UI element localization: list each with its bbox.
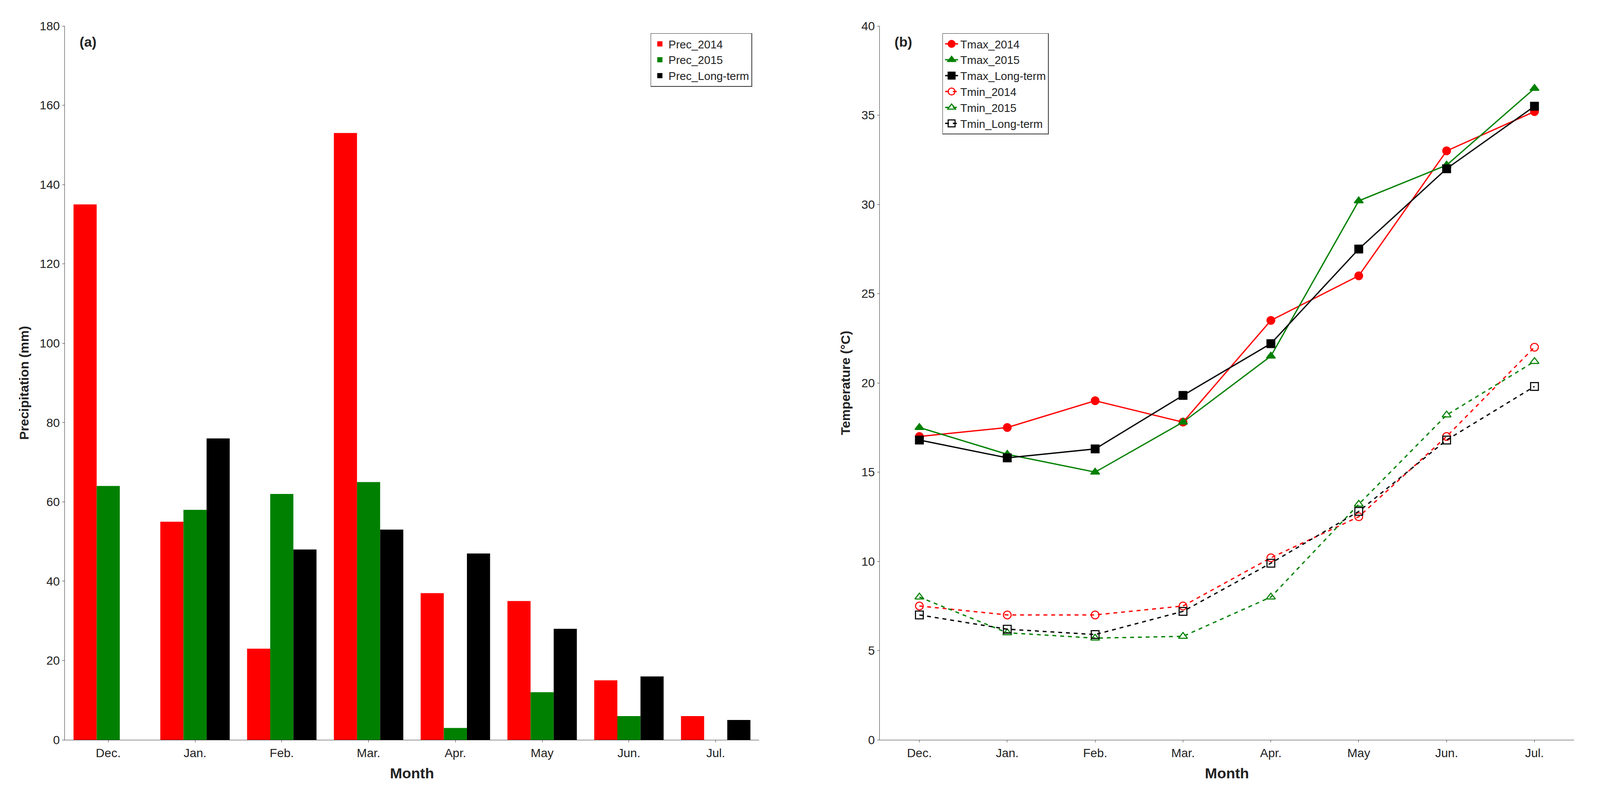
svg-text:80: 80 — [46, 416, 60, 430]
svg-text:(a): (a) — [79, 34, 97, 50]
svg-text:20: 20 — [46, 654, 60, 668]
svg-text:Prec_Long-term: Prec_Long-term — [668, 69, 749, 83]
svg-text:Tmin_2014: Tmin_2014 — [960, 85, 1017, 99]
svg-text:Prec_2015: Prec_2015 — [668, 53, 723, 67]
svg-text:25: 25 — [861, 287, 875, 301]
svg-text:Month: Month — [1204, 765, 1249, 782]
svg-text:0: 0 — [53, 733, 61, 748]
svg-text:35: 35 — [861, 108, 875, 122]
svg-text:Tmax_2015: Tmax_2015 — [960, 53, 1020, 67]
svg-text:0: 0 — [868, 733, 876, 748]
svg-text:Mar.: Mar. — [1171, 746, 1195, 761]
svg-text:Temperature (°C): Temperature (°C) — [838, 330, 853, 435]
svg-text:Jan.: Jan. — [183, 746, 207, 761]
svg-text:Jul.: Jul. — [1525, 746, 1545, 761]
svg-text:100: 100 — [39, 336, 61, 351]
svg-text:15: 15 — [861, 465, 875, 480]
svg-text:Tmin_2015: Tmin_2015 — [960, 101, 1017, 115]
svg-text:5: 5 — [868, 644, 876, 658]
svg-text:30: 30 — [861, 198, 875, 212]
svg-text:Tmax_Long-term: Tmax_Long-term — [960, 69, 1046, 83]
svg-text:Feb.: Feb. — [1082, 746, 1108, 761]
svg-text:40: 40 — [46, 574, 60, 589]
svg-text:20: 20 — [861, 376, 875, 390]
svg-text:May: May — [530, 746, 554, 761]
svg-text:Tmin_Long-term: Tmin_Long-term — [960, 117, 1043, 131]
svg-text:160: 160 — [39, 98, 61, 112]
svg-text:Jun.: Jun. — [617, 746, 641, 761]
svg-text:Jan.: Jan. — [995, 746, 1019, 761]
svg-text:Dec.: Dec. — [906, 746, 933, 761]
svg-text:40: 40 — [861, 19, 875, 33]
svg-text:(b): (b) — [894, 34, 913, 50]
svg-text:Month: Month — [389, 765, 435, 782]
svg-text:Apr.: Apr. — [1260, 746, 1282, 761]
svg-text:Precipitation (mm): Precipitation (mm) — [16, 325, 32, 440]
svg-text:Prec_2014: Prec_2014 — [668, 38, 723, 52]
svg-text:180: 180 — [39, 19, 61, 33]
svg-text:10: 10 — [861, 555, 875, 569]
svg-text:Jun.: Jun. — [1435, 746, 1459, 761]
svg-text:140: 140 — [39, 178, 61, 192]
svg-text:120: 120 — [39, 257, 61, 271]
svg-text:60: 60 — [46, 495, 60, 509]
svg-text:Jul.: Jul. — [706, 746, 726, 761]
svg-text:Tmax_2014: Tmax_2014 — [960, 38, 1020, 52]
svg-text:Apr.: Apr. — [444, 746, 467, 761]
svg-text:Feb.: Feb. — [269, 746, 294, 761]
svg-text:May: May — [1347, 746, 1371, 761]
svg-text:Dec.: Dec. — [95, 746, 122, 761]
svg-text:Mar.: Mar. — [356, 746, 381, 761]
